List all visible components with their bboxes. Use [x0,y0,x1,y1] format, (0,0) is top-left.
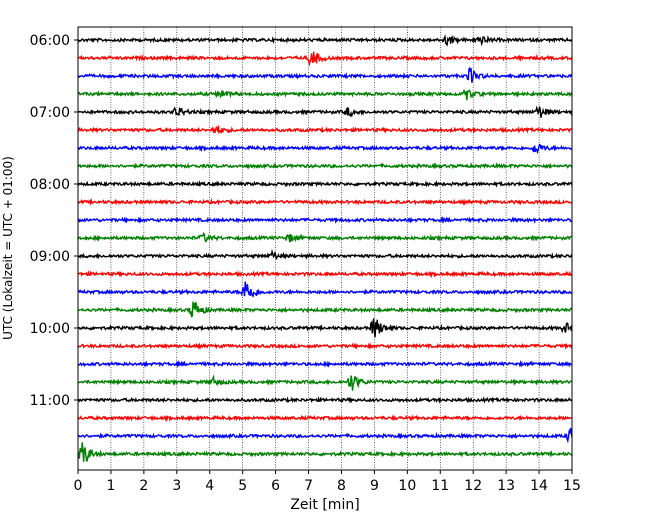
y-axis-label: UTC (Lokalzeit = UTC + 01:00) [1,156,15,340]
x-tick-label-14: 14 [530,478,548,494]
trace-0900 [77,248,573,260]
trace-0715 [77,125,573,135]
trace-0645 [77,88,573,101]
trace-0730 [77,143,573,155]
y-tick-label-08:00: 08:00 [30,177,70,193]
x-tick-label-9: 9 [370,478,379,494]
trace-1000 [77,318,573,338]
x-tick-label-11: 11 [431,478,449,494]
x-tick-label-8: 8 [337,478,346,494]
trace-0930 [77,281,573,298]
x-tick-label-6: 6 [271,478,280,494]
trace-0945 [77,301,573,318]
trace-0800 [77,179,573,188]
x-axis-label: Zeit [min] [290,497,359,513]
trace-0630 [77,66,573,83]
trace-1130 [77,427,573,444]
x-axis: 0 1 2 3 4 5 6 7 8 9 10 11 12 13 14 15 [74,470,581,494]
x-tick-label-1: 1 [106,478,115,494]
x-tick-label-5: 5 [238,478,247,494]
x-tick-label-13: 13 [497,478,515,494]
y-tick-label-09:00: 09:00 [30,249,70,265]
x-tick-label-3: 3 [172,478,181,494]
x-tick-label-7: 7 [304,478,313,494]
trace-0815 [77,197,573,207]
trace-1015 [77,342,573,350]
trace-1100 [77,396,573,404]
y-tick-label-11:00: 11:00 [30,393,70,409]
y-axis: 06:00 07:00 08:00 09:00 10:00 11:00 [30,33,78,409]
x-tick-label-15: 15 [563,478,581,494]
x-tick-label-4: 4 [205,478,214,494]
trace-1030 [77,359,573,368]
trace-0915 [77,270,573,279]
trace-group [77,34,573,462]
trace-1045 [77,374,573,391]
y-tick-label-07:00: 07:00 [30,105,70,121]
trace-0845 [77,231,573,243]
trace-0700 [77,105,573,118]
y-tick-label-10:00: 10:00 [30,321,70,337]
y-tick-label-06:00: 06:00 [30,33,70,49]
trace-0600 [77,34,573,47]
x-tick-label-10: 10 [398,478,416,494]
trace-0745 [77,161,573,170]
trace-0830 [77,215,573,224]
trace-1145 [77,442,573,462]
x-tick-label-12: 12 [464,478,482,494]
trace-0615 [77,51,573,67]
x-tick-label-2: 2 [139,478,148,494]
x-tick-label-0: 0 [74,478,83,494]
trace-1115 [77,414,573,423]
plot-frame [77,26,573,471]
plot-background [78,27,572,470]
